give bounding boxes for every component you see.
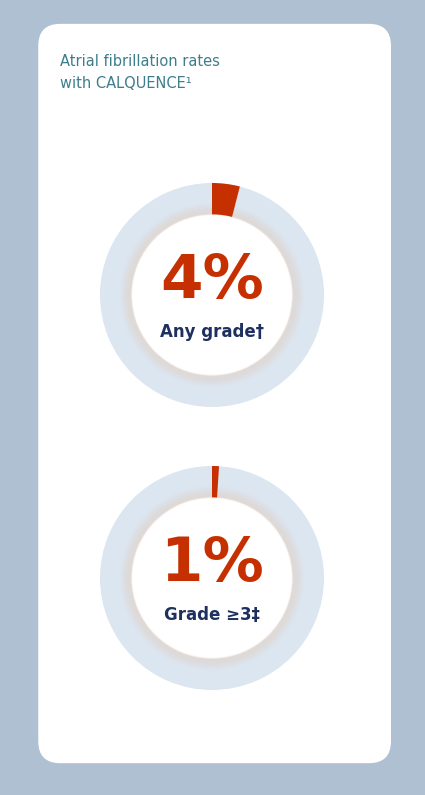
Wedge shape <box>212 466 219 498</box>
Circle shape <box>161 527 263 629</box>
Wedge shape <box>124 207 300 383</box>
Wedge shape <box>126 491 298 665</box>
Wedge shape <box>129 495 295 661</box>
Circle shape <box>147 514 276 642</box>
Wedge shape <box>124 490 300 666</box>
Circle shape <box>166 532 258 624</box>
Circle shape <box>152 518 272 638</box>
Circle shape <box>206 572 218 584</box>
Text: 1%: 1% <box>160 535 264 594</box>
Circle shape <box>184 549 241 607</box>
Circle shape <box>193 558 232 598</box>
Circle shape <box>175 541 249 615</box>
Text: Grade ≥3‡: Grade ≥3‡ <box>164 606 260 624</box>
Wedge shape <box>128 211 297 379</box>
Wedge shape <box>125 207 299 382</box>
Wedge shape <box>212 183 240 217</box>
Circle shape <box>206 289 218 301</box>
Wedge shape <box>100 183 324 407</box>
Circle shape <box>157 522 267 634</box>
Circle shape <box>201 568 223 588</box>
Wedge shape <box>128 211 295 378</box>
Wedge shape <box>128 494 297 662</box>
Circle shape <box>132 498 292 657</box>
Text: with CALQUENCE¹: with CALQUENCE¹ <box>60 76 192 91</box>
Circle shape <box>188 271 236 319</box>
Circle shape <box>161 244 263 346</box>
Circle shape <box>152 235 272 355</box>
Circle shape <box>184 266 241 324</box>
Text: Atrial fibrillation rates: Atrial fibrillation rates <box>60 54 220 69</box>
Wedge shape <box>125 491 299 665</box>
Circle shape <box>179 545 245 611</box>
Wedge shape <box>127 210 298 380</box>
Circle shape <box>201 285 223 305</box>
Circle shape <box>210 576 214 580</box>
Wedge shape <box>128 494 295 661</box>
Circle shape <box>147 231 276 359</box>
Wedge shape <box>129 212 295 378</box>
Circle shape <box>170 536 254 620</box>
Circle shape <box>166 249 258 341</box>
Wedge shape <box>127 493 298 663</box>
Circle shape <box>197 563 227 593</box>
Text: Any grade†: Any grade† <box>160 323 264 341</box>
Circle shape <box>188 554 236 602</box>
Text: 4%: 4% <box>160 252 264 311</box>
Circle shape <box>170 253 254 337</box>
Circle shape <box>157 239 267 351</box>
Circle shape <box>179 262 245 328</box>
Circle shape <box>210 293 214 297</box>
Wedge shape <box>100 466 324 690</box>
Circle shape <box>197 280 227 310</box>
Wedge shape <box>126 209 298 382</box>
Circle shape <box>193 275 232 315</box>
Circle shape <box>132 215 292 374</box>
Circle shape <box>175 258 249 332</box>
FancyBboxPatch shape <box>38 24 391 763</box>
